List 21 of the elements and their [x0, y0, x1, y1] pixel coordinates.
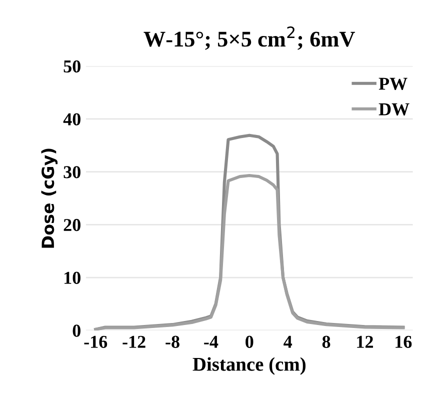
- x-tick-label: -8: [166, 336, 180, 348]
- x-tick-label: 16: [396, 336, 412, 348]
- y-tick-label: 10: [64, 272, 80, 284]
- y-tick-label: 0: [72, 324, 80, 337]
- y-axis-title: Dose (cGy): [41, 148, 58, 248]
- y-tick-label: 50: [64, 60, 80, 73]
- x-tick-label: 0: [246, 336, 254, 348]
- chart-title: W-15°; 5×5 cm$^{2}$; 6mV: [144, 26, 355, 50]
- x-tick-label: -4: [204, 336, 218, 348]
- legend-label: DW: [378, 103, 410, 116]
- y-tick-label: 30: [64, 166, 80, 178]
- x-axis-title: Distance (cm): [192, 357, 306, 375]
- x-tick-label: 12: [357, 336, 373, 348]
- line-series: [94, 174, 405, 330]
- y-tick-label: 40: [63, 113, 80, 126]
- x-tick-label: -16: [84, 336, 108, 348]
- x-tick-label: 8: [322, 336, 330, 348]
- y-tick-label: 20: [64, 218, 80, 232]
- legend-label: PW: [378, 78, 408, 90]
- x-tick-label: 4: [284, 336, 292, 348]
- x-tick-label: -12: [122, 336, 146, 348]
